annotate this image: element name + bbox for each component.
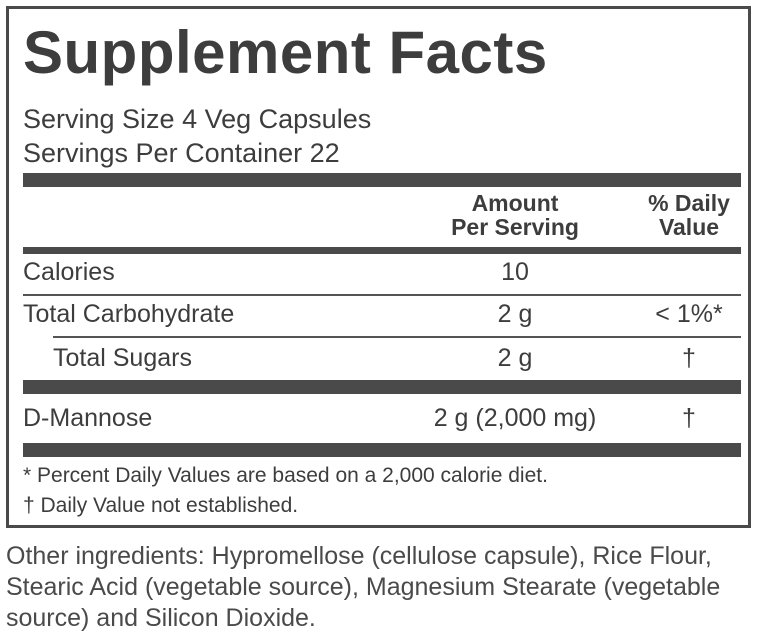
footnote-dagger: † Daily Value not established.: [23, 494, 299, 517]
other-ingredients: Other ingredients: Hypromellose (cellulo…: [6, 542, 721, 632]
row-sugars-amount: 2 g: [497, 344, 533, 372]
serving-size: Serving Size 4 Veg Capsules: [23, 104, 372, 134]
servings-per-container: Servings Per Container 22: [23, 138, 340, 168]
row-mannose-dv: †: [682, 404, 696, 432]
row-divider: [53, 336, 741, 338]
thick-divider: [23, 173, 741, 187]
row-calories-amount: 10: [501, 258, 529, 286]
row-mannose-label: D-Mannose: [23, 404, 153, 432]
amount-header-line1: Amount: [471, 190, 559, 216]
dv-header-line2: Value: [658, 214, 720, 240]
row-sugars-label: Total Sugars: [53, 344, 192, 372]
dv-header-line1: % Daily: [648, 190, 730, 216]
row-divider: [23, 294, 741, 296]
medium-divider: [23, 247, 741, 254]
row-carbs-amount: 2 g: [497, 300, 533, 328]
row-calories-label: Calories: [23, 258, 115, 286]
supplement-facts-panel: Supplement Facts Serving Size 4 Veg Caps…: [6, 6, 751, 528]
row-sugars-dv: †: [682, 344, 696, 372]
amount-header-line2: Per Serving: [451, 214, 579, 240]
row-mannose-amount: 2 g (2,000 mg): [433, 404, 597, 432]
thick-divider: [23, 443, 741, 457]
footnote-dv: * Percent Daily Values are based on a 2,…: [23, 464, 548, 487]
panel-title: Supplement Facts: [23, 19, 548, 86]
daily-value-header: % Daily Value: [624, 191, 754, 239]
row-carbs-dv: < 1%*: [655, 300, 723, 328]
thick-divider: [23, 380, 741, 394]
row-carbs-label: Total Carbohydrate: [23, 300, 235, 328]
amount-header: Amount Per Serving: [395, 191, 635, 239]
